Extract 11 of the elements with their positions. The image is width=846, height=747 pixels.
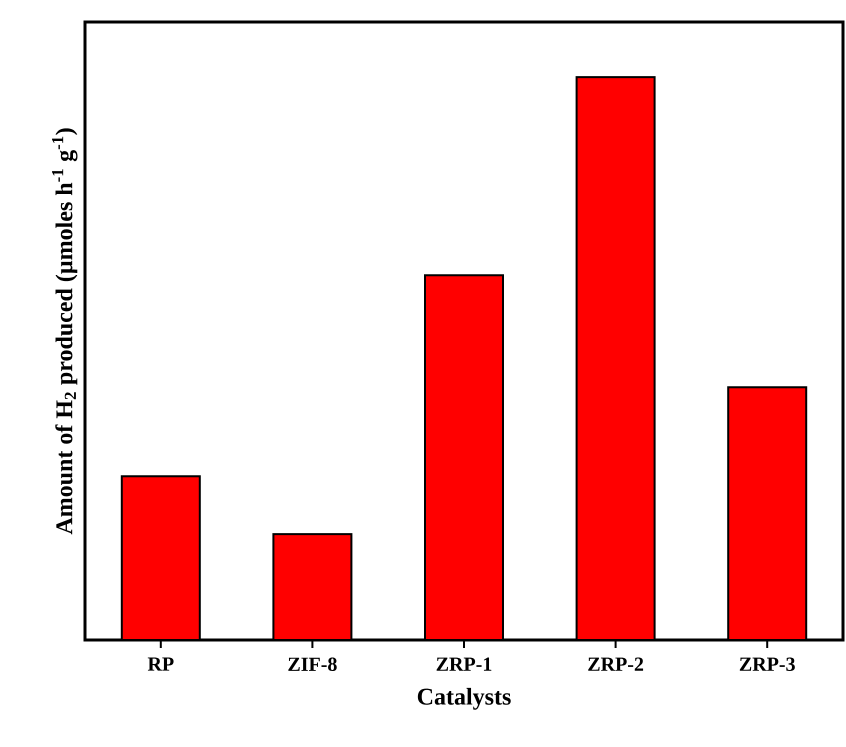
bar [120, 475, 201, 640]
x-tick-label: ZRP-2 [588, 658, 644, 671]
x-axis-title: Catalysts [418, 688, 511, 710]
bar [576, 76, 656, 640]
x-tick-label: ZIF-8 [288, 658, 337, 672]
y-axis-title: Amount of H$_{2}$ produced (µmoles h$^{-1}$ g$^{-1}$) [52, 128, 78, 534]
x-tick-label: ZRP-3 [740, 658, 795, 671]
bar [727, 386, 808, 640]
bar [272, 533, 352, 640]
x-tick-label: RP [148, 658, 174, 671]
x-tick-label: ZRP-1 [436, 658, 492, 671]
